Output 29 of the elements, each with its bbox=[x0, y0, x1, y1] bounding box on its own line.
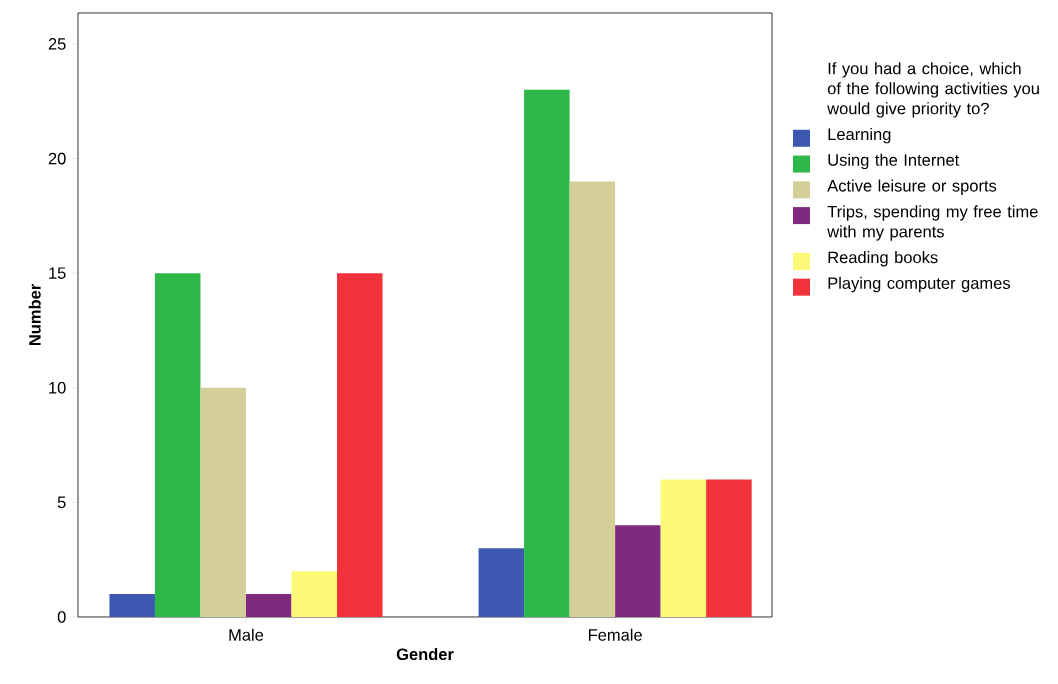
legend-label: Using the Internet bbox=[828, 153, 960, 170]
y-tick-label: 5 bbox=[57, 496, 66, 509]
x-axis-title: Gender bbox=[396, 648, 454, 661]
bar bbox=[291, 571, 338, 617]
legend-label: Active leisure or sports bbox=[827, 179, 997, 195]
legend-title: If you had a choice, which of the following activities you would give priority to? bbox=[827, 62, 1039, 118]
y-tick-label: 0 bbox=[57, 611, 66, 623]
bar bbox=[154, 273, 201, 617]
bar bbox=[109, 594, 155, 617]
y-tick-label: 25 bbox=[48, 38, 66, 50]
y-tick-label: 20 bbox=[48, 152, 66, 165]
bar bbox=[660, 479, 707, 617]
legend-label: Reading books bbox=[828, 251, 938, 267]
bar bbox=[478, 548, 525, 617]
bar bbox=[245, 594, 292, 617]
bar bbox=[200, 387, 246, 617]
y-tick-label: 10 bbox=[49, 381, 66, 394]
legend-label: Learning bbox=[828, 127, 891, 144]
y-axis-title: Number bbox=[28, 284, 41, 346]
x-tick-label: Male bbox=[229, 628, 264, 641]
x-tick-label: Female bbox=[588, 628, 642, 641]
legend-label: Playing computer games bbox=[828, 276, 1010, 293]
bar bbox=[615, 525, 661, 617]
legend-label: Trips, spending my free time with my parents bbox=[827, 205, 1038, 241]
bar bbox=[569, 181, 616, 617]
y-tick-label: 15 bbox=[49, 267, 66, 279]
bar bbox=[524, 89, 570, 617]
bar bbox=[337, 273, 383, 617]
bar bbox=[706, 479, 752, 617]
